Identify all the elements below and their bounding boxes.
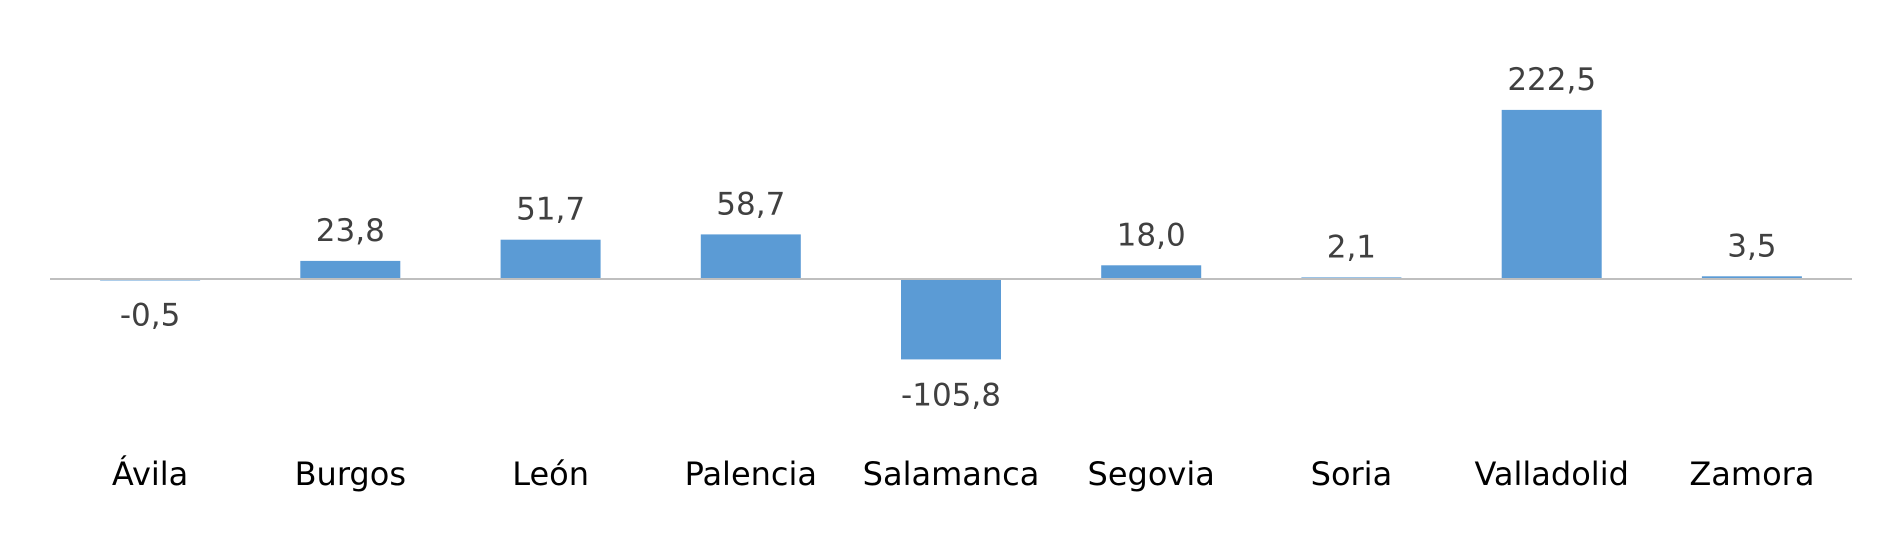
data-label-valladolid: 222,5 [1507, 62, 1596, 98]
category-label-leon: León [512, 455, 589, 493]
category-labels-group: Ávila Burgos León Palencia Salamanca Segovia S… [112, 455, 1814, 493]
data-label-soria: 2,1 [1327, 229, 1376, 265]
data-label-segovia: 18,0 [1117, 217, 1186, 253]
bar-zamora [1701, 276, 1802, 279]
category-label-avila: Ávila [112, 455, 188, 493]
data-label-zamora: 3,5 [1727, 228, 1776, 264]
category-label-segovia: Segovia [1088, 455, 1215, 493]
data-label-palencia: 58,7 [716, 186, 785, 222]
bar-leon [500, 239, 601, 279]
category-label-valladolid: Valladolid [1475, 455, 1629, 493]
data-label-burgos: 23,8 [316, 213, 385, 249]
category-label-salamanca: Salamanca [863, 455, 1040, 493]
data-label-salamanca: -105,8 [901, 377, 1001, 413]
category-label-burgos: Burgos [295, 455, 406, 493]
data-labels-group: -0,5 23,8 51,7 58,7 -105,8 18,0 2,1 222,5 3,5 [120, 62, 1777, 413]
bar-salamanca [901, 279, 1001, 360]
category-label-soria: Soria [1311, 455, 1393, 493]
bar-segovia [1101, 265, 1202, 279]
data-label-leon: 51,7 [516, 192, 585, 228]
bars-group [100, 109, 1802, 360]
data-label-avila: -0,5 [120, 297, 181, 333]
bar-palencia [700, 234, 801, 279]
bar-valladolid [1501, 109, 1602, 280]
bar-burgos [300, 260, 401, 279]
category-label-zamora: Zamora [1689, 455, 1814, 493]
category-label-palencia: Palencia [685, 455, 817, 493]
